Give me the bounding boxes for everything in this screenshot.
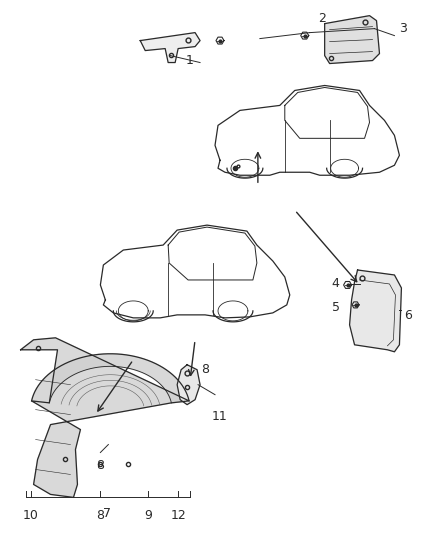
Polygon shape (21, 338, 189, 497)
Text: 10: 10 (23, 510, 39, 522)
Text: 11: 11 (212, 410, 228, 423)
Polygon shape (32, 354, 189, 403)
Text: 7: 7 (103, 507, 111, 520)
Polygon shape (325, 15, 379, 63)
Polygon shape (177, 365, 200, 405)
Polygon shape (350, 270, 401, 352)
Text: 4: 4 (332, 278, 339, 290)
Text: 8: 8 (96, 459, 104, 472)
Text: 9: 9 (144, 510, 152, 522)
Text: 8: 8 (96, 510, 104, 522)
Text: 6: 6 (404, 309, 412, 322)
Text: 1: 1 (186, 54, 194, 67)
Polygon shape (140, 33, 200, 62)
Text: 12: 12 (170, 510, 186, 522)
Text: 5: 5 (332, 301, 339, 314)
Text: 2: 2 (318, 12, 325, 25)
Text: 3: 3 (399, 22, 407, 35)
Text: 8: 8 (201, 363, 209, 376)
